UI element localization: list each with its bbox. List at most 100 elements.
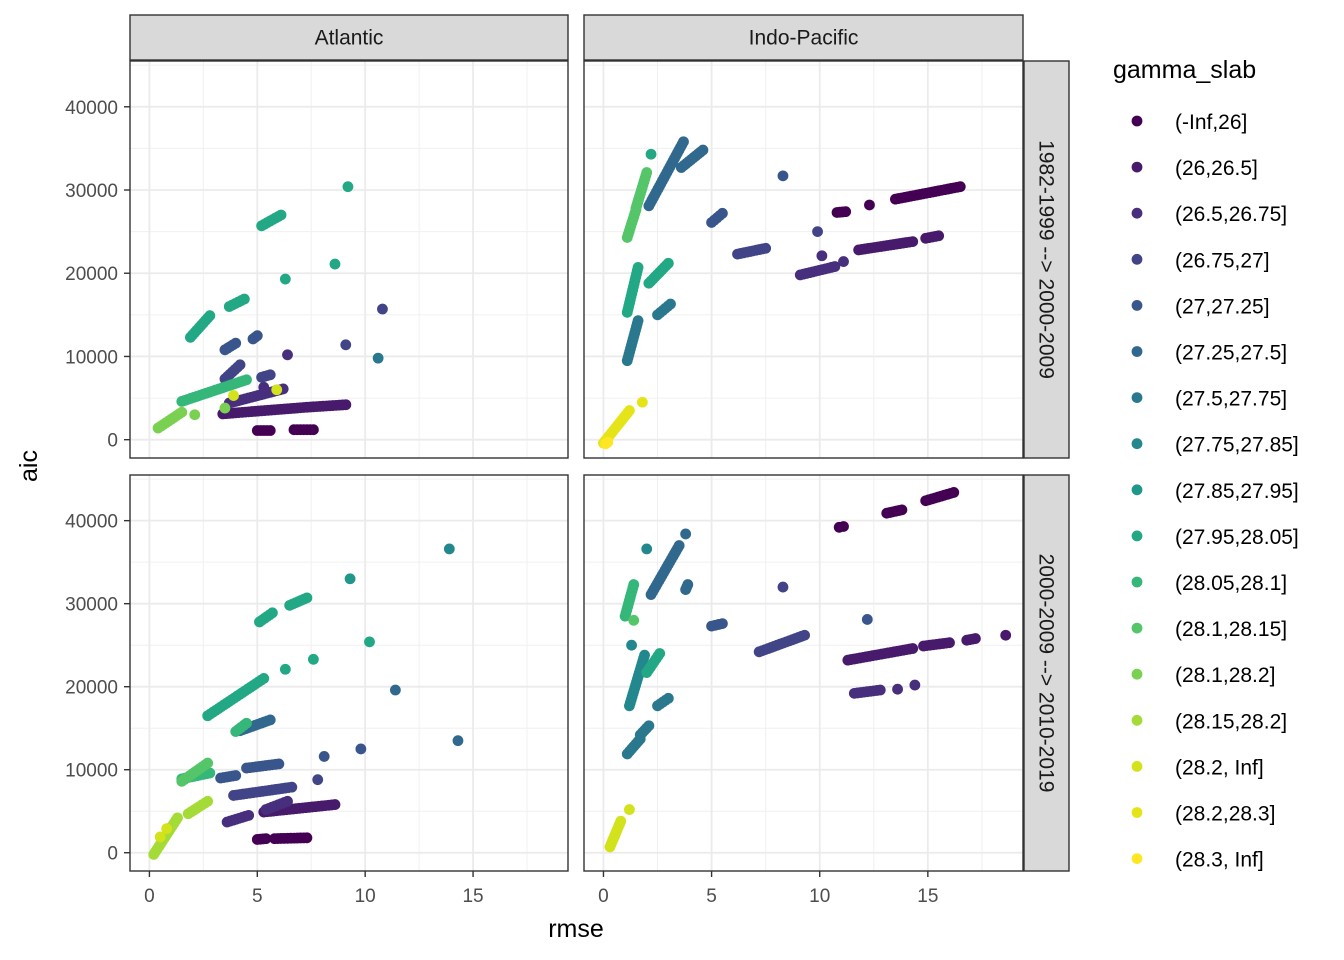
- strip-row-1: 1982-1999 --> 2000-2009: [1023, 60, 1070, 459]
- strip-indo-pacific: Indo-Pacific: [583, 14, 1024, 61]
- data-point: [228, 390, 239, 401]
- series-3: [732, 226, 823, 260]
- legend-key: [1131, 484, 1143, 496]
- data-point: [624, 804, 635, 815]
- x-tick-label: 5: [252, 886, 263, 907]
- data-point: [364, 636, 375, 648]
- legend-item: (27.95,28.05]: [1131, 526, 1299, 549]
- series-2: [223, 349, 293, 409]
- data-point: [344, 573, 356, 585]
- series-0: [833, 487, 960, 533]
- series-0: [251, 832, 313, 845]
- legend-key: [1131, 761, 1143, 772]
- series-8: [202, 592, 375, 722]
- data-point: [717, 207, 728, 219]
- data-point: [260, 833, 272, 845]
- legend-label: (27.95,28.05]: [1175, 526, 1299, 549]
- legend-item: (28.2, Inf]: [1131, 756, 1264, 779]
- data-point: [816, 250, 828, 262]
- y-axis-row-2: 0 10000 20000 30000 40000: [65, 512, 130, 865]
- data-point: [307, 653, 319, 665]
- data-point: [267, 607, 278, 619]
- data-point: [264, 369, 276, 381]
- data-point: [662, 692, 674, 704]
- strip-background: [1023, 60, 1070, 459]
- data-point: [626, 639, 637, 651]
- data-point: [864, 199, 875, 211]
- data-point: [355, 743, 367, 755]
- y-tick-label: 0: [107, 844, 118, 865]
- y-tick-label: 20000: [65, 264, 118, 285]
- data-point: [838, 256, 849, 267]
- legend-key: [1131, 300, 1143, 311]
- strip-label: Indo-Pacific: [749, 27, 859, 50]
- series-6: [185, 181, 354, 343]
- data-point: [312, 774, 324, 786]
- series-3: [219, 303, 388, 385]
- series-2: [221, 795, 293, 828]
- data-point: [948, 487, 960, 498]
- data-point: [838, 521, 849, 532]
- data-point: [933, 230, 945, 242]
- panel-indo-pacific-row-1: [583, 60, 1024, 459]
- y-axis-title: aic: [15, 450, 43, 482]
- legend-item: (28.15,28.2]: [1131, 710, 1287, 733]
- strips-layer: Atlantic Indo-Pacific 1982-1999 --> 2000-2…: [129, 14, 1070, 872]
- data-point: [279, 273, 291, 285]
- strip-background: [129, 14, 569, 61]
- data-point: [202, 757, 214, 769]
- legend-item: (27.75,27.85]: [1131, 434, 1299, 457]
- y-tick-label: 30000: [65, 595, 118, 616]
- legend-item: (26.5,26.75]: [1131, 203, 1287, 226]
- series-11: [604, 804, 635, 853]
- legend-label: (26.75,27]: [1175, 249, 1270, 272]
- legend-key: [1131, 161, 1143, 173]
- panel-border: [583, 474, 1024, 872]
- y-tick-label: 30000: [65, 181, 118, 202]
- series-1: [258, 799, 341, 818]
- legend-label: (27,27.25]: [1175, 295, 1270, 318]
- x-axis-atlantic: 0 5 10 15: [144, 871, 484, 907]
- legend-key: [1131, 392, 1143, 403]
- data-point: [275, 209, 287, 221]
- data-point: [907, 236, 919, 248]
- x-tick-label: 0: [598, 886, 609, 907]
- data-point: [204, 767, 216, 779]
- legend-key: [1131, 714, 1143, 726]
- y-tick-label: 40000: [65, 512, 118, 533]
- x-tick-label: 10: [809, 886, 830, 907]
- series-9: [619, 579, 640, 622]
- data-point: [342, 181, 354, 193]
- series-8: [152, 402, 231, 434]
- panels-layer: [129, 60, 1024, 872]
- data-point: [896, 504, 908, 516]
- series-0: [831, 181, 966, 218]
- series-6: [621, 298, 676, 367]
- series-7: [176, 374, 252, 407]
- y-tick-label: 40000: [65, 98, 118, 119]
- data-point: [628, 614, 640, 626]
- series-2: [848, 679, 921, 699]
- series-4: [706, 614, 873, 632]
- data-point: [258, 672, 270, 684]
- data-point: [301, 592, 313, 604]
- legend-label: (27.85,27.95]: [1175, 480, 1299, 503]
- data-point: [632, 262, 644, 273]
- series-10: [600, 436, 614, 450]
- legend-item: (-Inf,26]: [1131, 111, 1247, 134]
- legend-key: [1131, 115, 1143, 127]
- y-tick-label: 20000: [65, 678, 118, 699]
- data-point: [329, 258, 341, 270]
- legend-label: (28.05,28.1]: [1175, 572, 1287, 595]
- data-point: [632, 315, 644, 327]
- data-point: [799, 629, 810, 641]
- series-4: [706, 170, 789, 228]
- data-point: [202, 795, 214, 807]
- data-point: [204, 310, 216, 322]
- data-point: [264, 714, 276, 726]
- data-point: [251, 330, 263, 342]
- strip-background: [1023, 474, 1070, 872]
- data-point: [219, 402, 231, 414]
- data-point: [389, 684, 401, 696]
